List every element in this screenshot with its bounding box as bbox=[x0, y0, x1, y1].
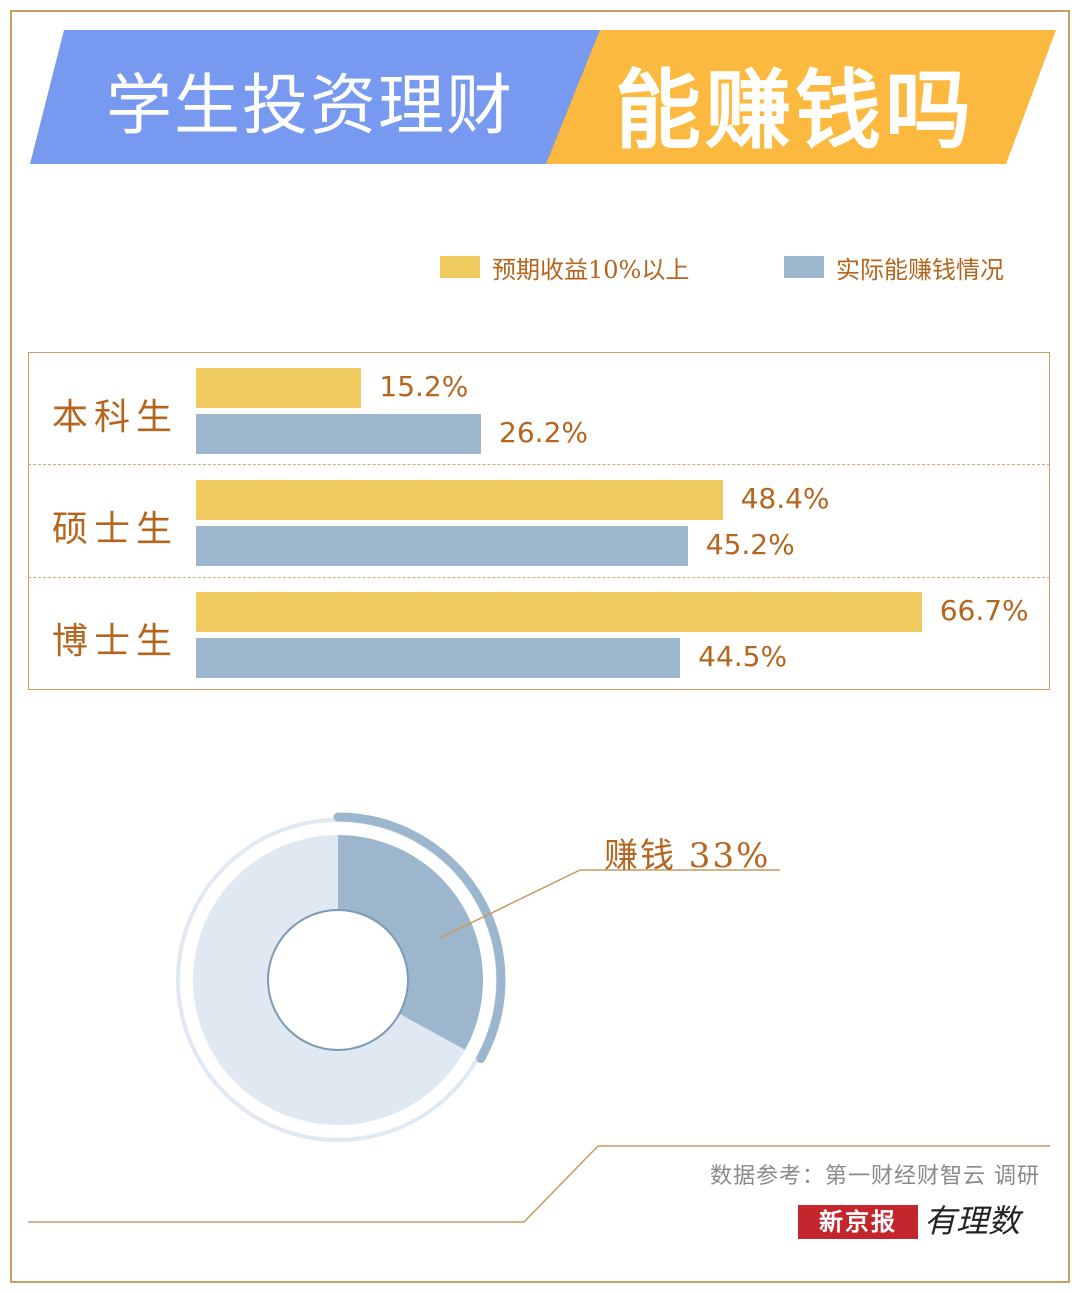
legend-expected: 预期收益10%以上 bbox=[440, 252, 690, 284]
donut-highlight-arc bbox=[333, 812, 506, 1064]
title-banner-orange bbox=[546, 30, 1056, 164]
value-label-exp-1: 48.4% bbox=[740, 482, 830, 515]
bar-act-1 bbox=[196, 526, 688, 566]
row-divider-2 bbox=[28, 577, 1050, 578]
value-label-act-2: 44.5% bbox=[698, 640, 788, 673]
title-right: 能赚钱吗 bbox=[615, 61, 975, 161]
donut-chart bbox=[176, 812, 506, 1142]
value-label-exp-0: 15.2% bbox=[379, 370, 469, 403]
row-divider-1 bbox=[28, 464, 1050, 465]
category-label-2: 博士生 bbox=[52, 621, 179, 662]
donut-slice-earn bbox=[338, 835, 483, 1050]
donut-slice-rest bbox=[193, 835, 466, 1125]
legend-label-actual: 实际能赚钱情况 bbox=[836, 255, 1004, 284]
legend-label-expected: 预期收益10%以上 bbox=[492, 255, 690, 284]
footer-rule bbox=[28, 1145, 1050, 1223]
donut-annotation: 赚钱 33% bbox=[604, 836, 771, 876]
title-banner-blue bbox=[30, 30, 614, 164]
bar-chart-box bbox=[28, 352, 1050, 690]
bar-act-0 bbox=[196, 414, 482, 454]
bar-exp-0 bbox=[196, 368, 362, 408]
legend-swatch-expected bbox=[440, 256, 480, 278]
value-label-act-1: 45.2% bbox=[705, 528, 795, 561]
bar-exp-2 bbox=[196, 592, 922, 632]
donut-hole bbox=[280, 922, 396, 1038]
data-source: 数据参考：第一财经财智云 调研 bbox=[710, 1164, 1040, 1189]
title-left: 学生投资理财 bbox=[106, 67, 514, 144]
publisher-logo: 新京报 bbox=[798, 1205, 918, 1239]
value-label-act-0: 26.2% bbox=[499, 416, 588, 449]
bar-exp-1 bbox=[196, 480, 723, 520]
legend-swatch-actual bbox=[784, 256, 824, 278]
bar-act-2 bbox=[196, 638, 681, 678]
donut-inner-ring bbox=[267, 909, 409, 1051]
category-label-0: 本科生 bbox=[52, 397, 179, 438]
category-label-1: 硕士生 bbox=[52, 509, 179, 550]
donut-leader-line bbox=[439, 869, 780, 939]
column-logo: 有理数 bbox=[924, 1202, 1021, 1240]
legend-actual: 实际能赚钱情况 bbox=[784, 252, 1004, 284]
value-label-exp-2: 66.7% bbox=[939, 594, 1029, 627]
page-frame bbox=[10, 10, 1070, 1283]
